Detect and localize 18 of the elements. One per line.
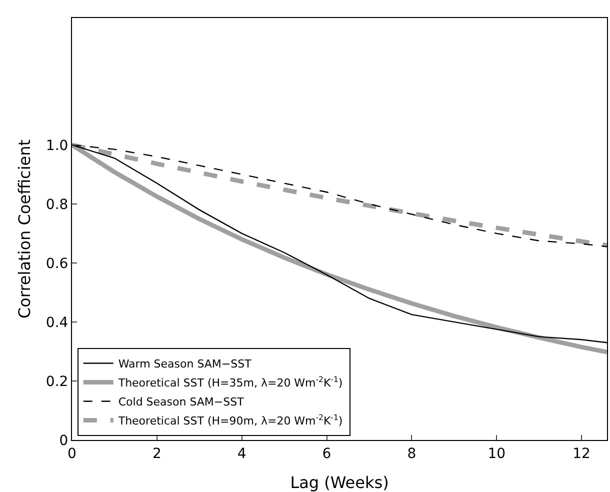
y-axis-title: Correlation Coefficient <box>15 139 34 319</box>
x-tick-label: 8 <box>407 446 416 462</box>
x-tick-label: 12 <box>572 446 590 462</box>
y-tick-label: 0 <box>59 432 68 449</box>
legend-label: Theoretical SST (H=35m, λ=20 Wm$^{-2}$K$^{-1}$) <box>117 374 343 390</box>
y-tick-label: 0.6 <box>46 256 68 272</box>
x-tick-label: 2 <box>152 446 162 462</box>
y-tick-label: 0.8 <box>46 196 68 213</box>
y-tick-label: 0.2 <box>46 374 68 390</box>
x-axis-title: Lag (Weeks) <box>290 473 389 492</box>
x-tick-label: 10 <box>488 446 506 462</box>
x-tick-label: 4 <box>237 446 246 462</box>
x-tick-label: 6 <box>322 446 332 462</box>
legend-label: Cold Season SAM−SST <box>118 396 244 409</box>
legend-label: Warm Season SAM−SST <box>118 358 252 371</box>
legend-label: Theoretical SST (H=90m, λ=20 Wm$^{-2}$K$^{-1}$) <box>117 412 343 428</box>
y-tick-label: 0.4 <box>46 314 68 331</box>
y-tick-label: 1.0 <box>46 138 68 154</box>
